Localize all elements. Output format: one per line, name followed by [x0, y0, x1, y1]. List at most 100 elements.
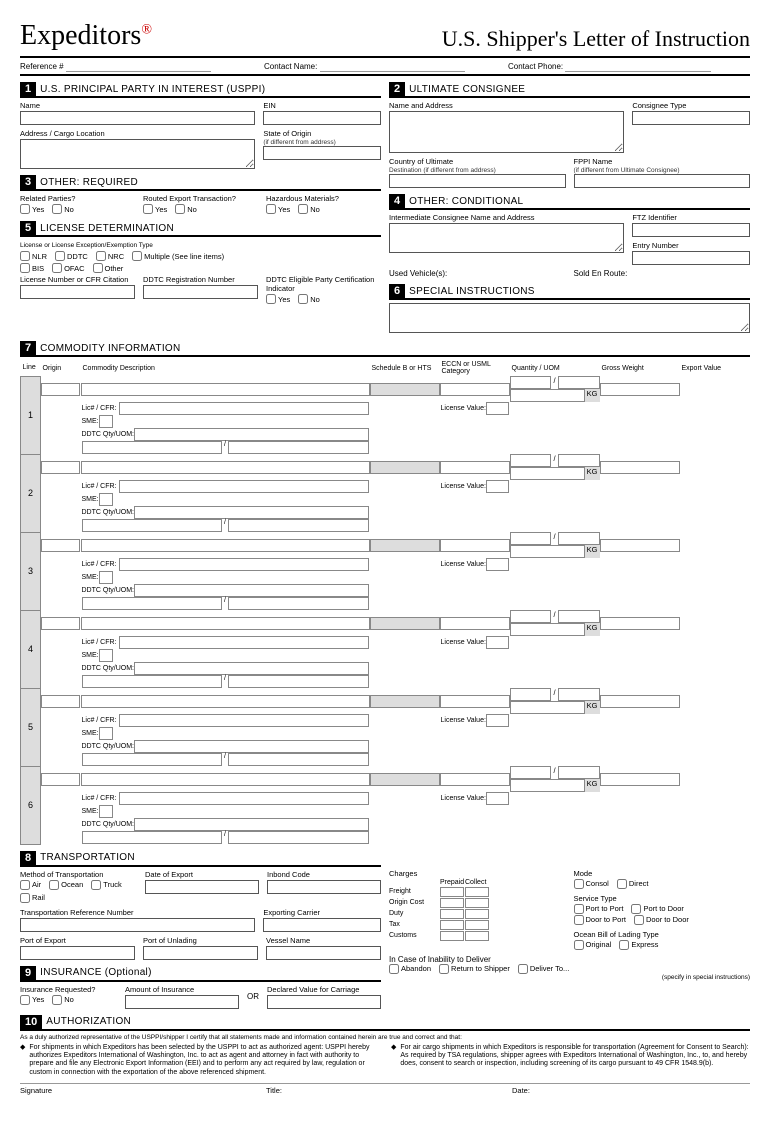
doe-label: Date of Export: [145, 870, 259, 879]
deliver-sub: (specify in special instructions): [389, 974, 750, 981]
routed-yes[interactable]: [143, 204, 153, 214]
vessel-label: Vessel Name: [266, 936, 381, 945]
special-input[interactable]: [389, 303, 750, 333]
abandon-cb[interactable]: [389, 964, 399, 974]
ins-amt-input[interactable]: [125, 995, 239, 1009]
carrier-label: Exporting Carrier: [263, 908, 381, 917]
exception-label: License or License Exception/Exemption T…: [20, 242, 153, 249]
nlr-cb[interactable]: [20, 251, 30, 261]
name-label: Name: [20, 101, 255, 110]
nrc-cb[interactable]: [96, 251, 106, 261]
consignee-type-label: Consignee Type: [632, 101, 750, 110]
haz-label: Hazardous Materials?: [266, 194, 381, 203]
commodity-table: Line Origin Commodity Description Schedu…: [20, 360, 750, 845]
country-label: Country of Ultimate: [389, 157, 566, 166]
trn-input[interactable]: [20, 918, 255, 932]
d2p-cb[interactable]: [574, 915, 584, 925]
carrier-input[interactable]: [263, 918, 381, 932]
dv-input[interactable]: [267, 995, 381, 1009]
section-8-num: 8: [20, 851, 36, 865]
other-cb[interactable]: [93, 263, 103, 273]
d2d-cb[interactable]: [634, 915, 644, 925]
p2p-cb[interactable]: [574, 904, 584, 914]
licnum-input[interactable]: [20, 285, 135, 299]
state-input[interactable]: [263, 146, 381, 160]
bis-cb[interactable]: [20, 263, 30, 273]
country-input[interactable]: [389, 174, 566, 188]
contact-phone-input[interactable]: [565, 62, 710, 72]
mult-cb[interactable]: [132, 251, 142, 261]
section-4-title: OTHER: CONDITIONAL: [409, 196, 523, 207]
section-6-title: SPECIAL INSTRUCTIONS: [409, 286, 535, 297]
ofac-cb[interactable]: [52, 263, 62, 273]
contact-name-input[interactable]: [320, 62, 465, 72]
fppi-label: FPPI Name: [574, 157, 751, 166]
related-yes[interactable]: [20, 204, 30, 214]
section-9-num: 9: [20, 966, 36, 980]
section-3-title: OTHER: REQUIRED: [40, 177, 138, 188]
reference-field: Reference #: [20, 62, 262, 72]
truck-cb[interactable]: [91, 880, 101, 890]
consol-cb[interactable]: [574, 879, 584, 889]
vessel-input[interactable]: [266, 946, 381, 960]
ftz-label: FTZ Identifier: [632, 213, 750, 222]
ddtc-cb[interactable]: [55, 251, 65, 261]
direct-cb[interactable]: [617, 879, 627, 889]
ddtcreg-label: DDTC Registration Number: [143, 275, 258, 284]
section-7-title: COMMODITY INFORMATION: [40, 343, 180, 354]
ins-req-label: Insurance Requested?: [20, 985, 117, 994]
method-label: Method of Transportation: [20, 870, 137, 879]
state-label: State of Origin: [263, 129, 381, 138]
ddtcel-yes[interactable]: [266, 294, 276, 304]
related-no[interactable]: [52, 204, 62, 214]
inter-input[interactable]: [389, 223, 624, 253]
section-5-title: LICENSE DETERMINATION: [40, 223, 174, 234]
auth-bullet-2: For air cargo shipments in which Expedit…: [391, 1044, 750, 1078]
name-input[interactable]: [20, 111, 255, 125]
auth-intro: As a duly authorized representative of t…: [20, 1034, 750, 1041]
entry-input[interactable]: [632, 251, 750, 265]
orig-cb[interactable]: [574, 940, 584, 950]
ins-yes[interactable]: [20, 995, 30, 1005]
deliver-cb[interactable]: [518, 964, 528, 974]
air-cb[interactable]: [20, 880, 30, 890]
section-10-title: AUTHORIZATION: [46, 1016, 131, 1027]
return-cb[interactable]: [439, 964, 449, 974]
reference-input[interactable]: [66, 62, 211, 72]
routed-label: Routed Export Transaction?: [143, 194, 258, 203]
fppi-input[interactable]: [574, 174, 751, 188]
ocean-cb[interactable]: [49, 880, 59, 890]
inter-label: Intermediate Consignee Name and Address: [389, 213, 624, 222]
doe-input[interactable]: [145, 880, 259, 894]
inbond-input[interactable]: [267, 880, 381, 894]
poe-input[interactable]: [20, 946, 135, 960]
section-1-title: U.S. PRINCIPAL PARTY IN INTEREST (USPPI): [40, 84, 265, 95]
section-10-num: 10: [20, 1015, 42, 1029]
ins-no[interactable]: [52, 995, 62, 1005]
section-2-title: ULTIMATE CONSIGNEE: [409, 84, 525, 95]
address-input[interactable]: [20, 139, 255, 169]
haz-no[interactable]: [298, 204, 308, 214]
pou-input[interactable]: [143, 946, 258, 960]
poe-label: Port of Export: [20, 936, 135, 945]
ein-input[interactable]: [263, 111, 381, 125]
routed-no[interactable]: [175, 204, 185, 214]
section-1-num: 1: [20, 82, 36, 96]
section-9-title: INSURANCE (Optional): [40, 967, 152, 978]
express-cb[interactable]: [619, 940, 629, 950]
ddtcel-no[interactable]: [298, 294, 308, 304]
title-field: Title:: [266, 1086, 504, 1095]
inability-label: In Case of Inability to Deliver: [389, 955, 491, 964]
haz-yes[interactable]: [266, 204, 276, 214]
section-7-num: 7: [20, 341, 36, 355]
section-8-title: TRANSPORTATION: [40, 852, 135, 863]
page-title: U.S. Shipper's Letter of Instruction: [442, 26, 750, 52]
consignee-name-input[interactable]: [389, 111, 624, 153]
ddtcreg-input[interactable]: [143, 285, 258, 299]
stype-label: Service Type: [574, 894, 751, 903]
p2d-cb[interactable]: [631, 904, 641, 914]
section-5-num: 5: [20, 221, 36, 235]
ftz-input[interactable]: [632, 223, 750, 237]
rail-cb[interactable]: [20, 893, 30, 903]
consignee-type-input[interactable]: [632, 111, 750, 125]
